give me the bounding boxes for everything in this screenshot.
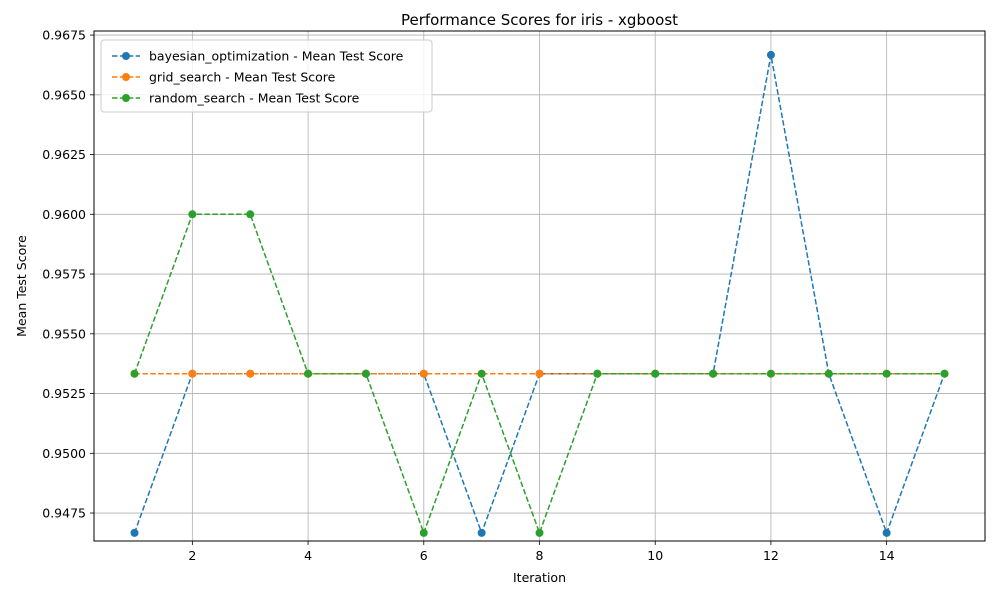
x-tick-label: 8	[536, 548, 544, 563]
data-point-random-search	[477, 369, 486, 378]
data-point-random-search	[188, 210, 197, 219]
data-point-grid-search	[419, 369, 428, 378]
data-point-random-search	[824, 369, 833, 378]
axis-ticks: 2 4 6 8 10 12 14 0.9475 0.9500 0.9525 0.9550 0.9575…	[42, 28, 894, 563]
x-tick-label: 4	[304, 548, 312, 563]
data-point-random-search	[766, 369, 775, 378]
data-point-bayesian-optimization	[477, 528, 486, 537]
x-tick-label: 12	[763, 548, 779, 563]
legend: bayesian_optimization - Mean Test Score g…	[100, 39, 433, 113]
data-point-bayesian-optimization	[766, 50, 775, 59]
legend-box	[100, 39, 433, 113]
data-point-random-search	[246, 210, 255, 219]
y-tick-label: 0.9625	[42, 147, 86, 162]
legend-item-grid-search: grid_search - Mean Test Score	[112, 70, 336, 85]
data-point-random-search	[940, 369, 949, 378]
y-tick-label: 0.9575	[42, 267, 86, 282]
x-axis-label: Iteration	[513, 570, 566, 585]
series-line-random-search	[133, 213, 945, 536]
legend-marker	[122, 94, 130, 102]
data-point-random-search	[709, 369, 718, 378]
data-point-random-search	[535, 528, 544, 537]
y-tick-label: 0.9475	[42, 506, 86, 521]
legend-label: grid_search - Mean Test Score	[149, 70, 336, 85]
data-point-bayesian-optimization	[882, 528, 891, 537]
x-tick-label: 2	[188, 548, 196, 563]
x-tick-label: 10	[647, 548, 663, 563]
legend-label: random_search - Mean Test Score	[149, 91, 360, 106]
y-tick-label: 0.9525	[42, 386, 86, 401]
data-point-grid-search	[188, 369, 197, 378]
data-point-random-search	[304, 369, 313, 378]
y-tick-label: 0.9550	[42, 326, 86, 341]
data-point-random-search	[651, 369, 660, 378]
data-point-random-search	[130, 369, 139, 378]
data-point-random-search	[419, 528, 428, 537]
series-layer	[130, 50, 949, 537]
chart-title: Performance Scores for iris - xgboost	[401, 11, 678, 29]
legend-label: bayesian_optimization - Mean Test Score	[149, 49, 404, 64]
data-point-grid-search	[535, 369, 544, 378]
x-tick-label: 14	[879, 548, 895, 563]
legend-item-bayesian-optimization: bayesian_optimization - Mean Test Score	[112, 49, 404, 64]
data-point-random-search	[361, 369, 370, 378]
y-tick-label: 0.9500	[42, 446, 86, 461]
legend-item-random-search: random_search - Mean Test Score	[112, 91, 360, 106]
series-random-search	[130, 210, 949, 537]
data-point-bayesian-optimization	[130, 528, 139, 537]
data-point-random-search	[882, 369, 891, 378]
y-axis-label: Mean Test Score	[14, 235, 29, 337]
y-tick-label: 0.9600	[42, 207, 86, 222]
y-tick-label: 0.9675	[42, 28, 86, 43]
x-tick-label: 6	[420, 548, 428, 563]
legend-marker	[122, 73, 130, 81]
data-point-grid-search	[246, 369, 255, 378]
y-tick-label: 0.9650	[42, 87, 86, 102]
data-point-random-search	[593, 369, 602, 378]
legend-marker	[122, 52, 130, 60]
